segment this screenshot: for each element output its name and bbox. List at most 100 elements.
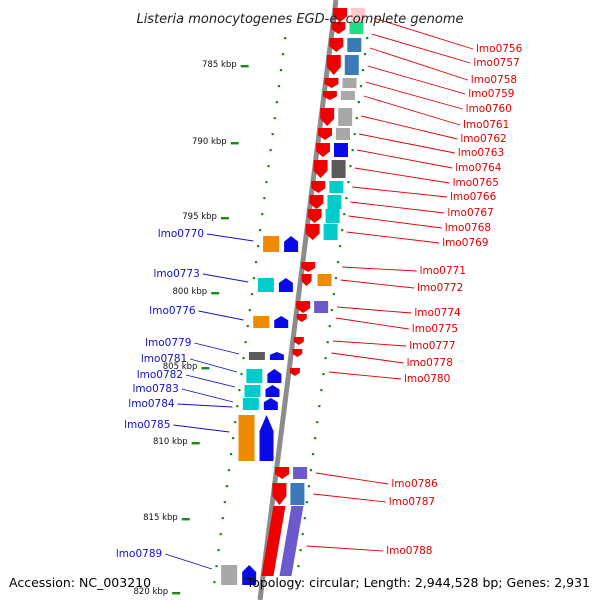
outer-dot-left — [217, 549, 220, 552]
forward-leader-line — [369, 47, 468, 81]
kbp-label: 820 kbp — [134, 587, 169, 597]
reverse-gene-label: lmo0789 — [116, 548, 162, 560]
reverse-gene-arrow — [242, 565, 257, 585]
outer-dot-right — [295, 581, 298, 584]
forward-gene-label: lmo0763 — [458, 147, 504, 159]
outer-dot-right — [353, 133, 356, 136]
forward-feature-block — [323, 224, 338, 240]
kbp-label: 810 kbp — [153, 437, 188, 447]
reverse-feature-block — [257, 278, 274, 292]
outer-dot-right — [345, 197, 348, 200]
reverse-leader-line — [177, 403, 233, 408]
forward-gene-label: lmo0778 — [407, 357, 453, 369]
reverse-gene-label: lmo0773 — [154, 268, 200, 280]
outer-dot-right — [328, 325, 331, 328]
outer-dot-left — [254, 261, 258, 264]
forward-leader-line — [361, 115, 458, 140]
outer-dot-left — [263, 197, 266, 200]
outer-dot-left — [234, 421, 237, 424]
reverse-gene-arrow — [259, 415, 274, 461]
outer-dot-right — [357, 101, 360, 104]
outer-dot-right — [307, 485, 311, 488]
forward-gene-arrow — [326, 55, 341, 75]
forward-gene-arrow — [305, 224, 320, 240]
forward-gene-label: lmo0788 — [386, 545, 432, 557]
forward-leader-line — [365, 81, 463, 110]
outer-dot-right — [305, 501, 308, 504]
outer-dot-left — [259, 229, 262, 232]
forward-feature-block — [290, 483, 305, 505]
forward-feature-block — [344, 55, 359, 75]
forward-gene-arrow — [296, 314, 307, 322]
forward-gene-label: lmo0768 — [445, 222, 491, 234]
forward-leader-line — [358, 133, 455, 154]
forward-feature-block — [349, 22, 364, 34]
reverse-feature-block — [248, 352, 265, 360]
kbp-tick — [230, 142, 239, 145]
forward-gene-label: lmo0771 — [420, 265, 466, 277]
forward-leader-line — [363, 95, 461, 126]
outer-dot-right — [359, 85, 363, 88]
outer-dot-left — [273, 117, 276, 120]
reverse-gene-arrow — [284, 236, 299, 252]
forward-leader-line — [331, 352, 404, 364]
genome-backbone-line — [257, 0, 339, 600]
kbp-tick — [172, 592, 181, 595]
reverse-gene-arrow — [265, 385, 280, 397]
gene-labels: lmo0756 lmo0757 lmo0758 lmo0759 lmo0760 lmo07… — [116, 17, 523, 570]
forward-gene-label: lmo0762 — [460, 133, 506, 145]
forward-feature-block — [342, 78, 357, 88]
map-title: Listeria monocytogenes EGD-e, complete g… — [136, 12, 463, 27]
forward-feature-block — [293, 467, 308, 479]
outer-dot-left — [257, 245, 260, 248]
forward-gene-label: lmo0764 — [455, 162, 502, 174]
outer-dot-right — [318, 405, 321, 408]
reverse-feature-block — [246, 369, 263, 383]
reverse-leader-line — [190, 358, 238, 373]
forward-gene-arrow — [307, 209, 322, 223]
forward-gene-arrow — [318, 128, 333, 140]
reverse-gene-label: lmo0782 — [137, 369, 183, 381]
kbp-tick — [211, 292, 220, 295]
reverse-leader-line — [181, 388, 234, 403]
forward-feature-block — [327, 195, 342, 209]
forward-gene-arrow — [320, 108, 335, 126]
outer-dot-right — [330, 309, 333, 312]
outer-dot-left — [221, 517, 224, 520]
forward-gene-arrow — [313, 160, 328, 178]
forward-gene-block — [261, 506, 286, 576]
forward-leader-line — [356, 149, 453, 169]
forward-leader-line — [352, 186, 448, 198]
reverse-gene-label: lmo0784 — [128, 398, 175, 410]
reverse-leader-line — [194, 342, 240, 355]
reverse-gene-arrow — [269, 352, 284, 360]
forward-gene-label: lmo0765 — [453, 177, 499, 189]
forward-feature-block — [351, 8, 366, 22]
outer-dot-left — [281, 53, 285, 56]
reverse-gene-arrow — [274, 316, 289, 328]
outer-dot-left — [229, 453, 233, 456]
outer-dot-right — [301, 533, 304, 536]
forward-leader-line — [350, 201, 445, 214]
outer-dot-right — [349, 165, 352, 168]
outer-dot-left — [277, 85, 281, 88]
forward-leader-line — [346, 231, 440, 244]
forward-leader-line — [316, 472, 389, 485]
outer-dot-right — [316, 421, 319, 424]
forward-gene-label: lmo0786 — [391, 478, 438, 490]
reverse-gene-label: lmo0781 — [141, 353, 187, 365]
outer-dot-left — [242, 357, 245, 360]
outer-dot-left — [236, 405, 239, 408]
reverse-gene-label: lmo0779 — [145, 337, 191, 349]
topology-text: Topology: circular; Length: 2,944,528 bp… — [246, 575, 590, 590]
forward-leader-line — [332, 340, 407, 347]
forward-gene-label: lmo0769 — [442, 237, 488, 249]
outer-dot-left — [252, 277, 256, 280]
forward-leader-line — [342, 266, 417, 272]
reverse-gene-arrow — [267, 369, 282, 383]
forward-feature-block — [317, 274, 332, 286]
kbp-label: 800 kbp — [173, 287, 208, 297]
forward-gene-label: lmo0775 — [412, 323, 458, 335]
outer-dot-right — [299, 549, 302, 552]
